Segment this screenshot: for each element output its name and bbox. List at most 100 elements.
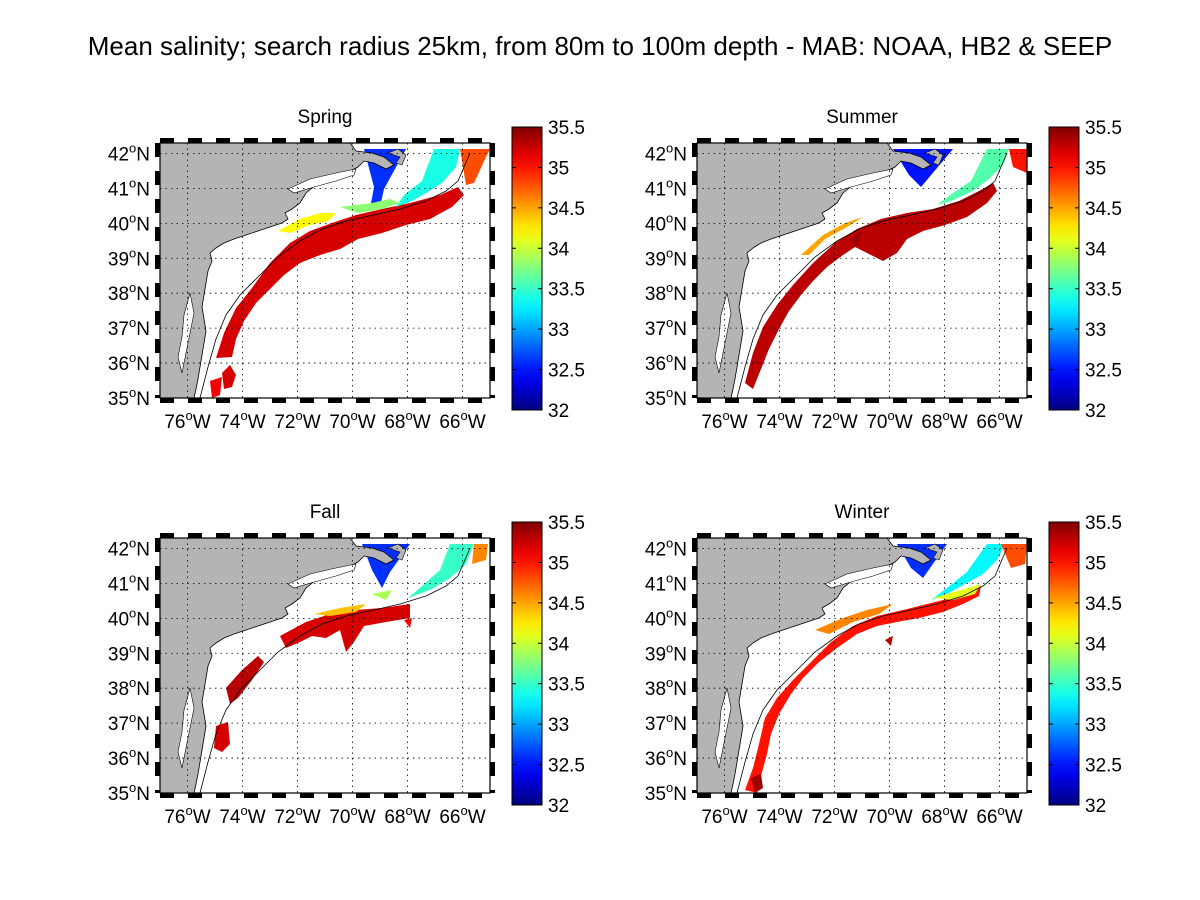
colorbar-summer: 35.5 35 34.5 34 33.5 33 32.5 32 — [1048, 118, 1122, 422]
figure-title: Mean salinity; search radius 25km, from … — [88, 31, 1113, 61]
lon-tick-label: 68oW — [384, 803, 430, 828]
salinity-patch — [340, 199, 400, 213]
shelf-contour — [199, 152, 471, 398]
salinity-patch — [745, 586, 981, 793]
colorbar-tick-label: 32 — [1085, 796, 1106, 817]
salinity-patch — [222, 365, 236, 389]
lat-tick-label: 40oN — [108, 210, 150, 235]
salinity-patch — [745, 183, 997, 389]
salinity-patch — [885, 636, 893, 646]
lon-tick-label: 66oW — [976, 803, 1022, 828]
cape-cod — [387, 543, 407, 561]
lat-tick-label: 40oN — [645, 605, 687, 630]
lon-tick-label: 76oW — [164, 803, 210, 828]
lat-tick-label: 41oN — [645, 175, 687, 200]
lat-tick-label: 36oN — [108, 350, 150, 375]
lat-tick-label: 38oN — [108, 280, 150, 305]
salinity-patch — [210, 377, 222, 398]
lat-tick-label: 35oN — [645, 385, 687, 410]
lon-tick-label: 76oW — [701, 803, 747, 828]
colorbar-gradient — [1048, 126, 1080, 411]
salinity-patch — [216, 187, 464, 358]
salinity-patch — [751, 774, 763, 793]
lon-tick-label: 70oW — [329, 408, 375, 433]
colorbar-tick-label: 35 — [548, 553, 569, 574]
lat-tick-label: 39oN — [645, 640, 687, 665]
map-panel-summer: Summer 35oN 36oN 37oN 38oN 39oN 40oN 41oN 42oN 76… — [645, 107, 1122, 433]
lat-tick-label: 37oN — [645, 315, 687, 340]
lat-tick-label: 39oN — [108, 640, 150, 665]
salinity-patch — [801, 217, 863, 255]
colorbar-tick-label: 34.5 — [1085, 594, 1122, 615]
lat-tick-label: 36oN — [645, 745, 687, 770]
colorbar-tick-label: 32.5 — [1085, 756, 1122, 777]
colorbar-tick-label: 33 — [1085, 320, 1106, 341]
colorbar-tick-label: 35.5 — [1085, 118, 1122, 139]
colorbar-tick-label: 32 — [548, 401, 569, 422]
colorbar-tick-label: 32 — [548, 796, 569, 817]
colorbar-tick-label: 33 — [548, 320, 569, 341]
colorbar-tick-label: 34.5 — [1085, 199, 1122, 220]
salinity-patch — [226, 656, 264, 704]
map-frame — [696, 142, 1028, 399]
panel-title-fall: Fall — [310, 502, 341, 523]
colorbar-tick-label: 34 — [548, 239, 570, 260]
lat-tick-label: 40oN — [645, 210, 687, 235]
colorbar-fall: 35.5 35 34.5 34 33.5 33 32.5 32 — [511, 513, 585, 817]
lat-tick-label: 39oN — [645, 245, 687, 270]
chesapeake-bay — [177, 687, 195, 769]
colorbar-tick-label: 34 — [1085, 239, 1107, 260]
long-island-sound — [287, 563, 357, 589]
map-panel-winter: Winter 35oN 36oN 37oN 38oN 39oN 40oN 41oN 42oN 76… — [645, 502, 1122, 828]
land-mass — [160, 143, 395, 398]
lat-tick-label: 39oN — [108, 245, 150, 270]
shelf-contour — [736, 547, 1008, 793]
lon-tick-label: 74oW — [219, 408, 265, 433]
lat-tick-label: 36oN — [108, 745, 150, 770]
lat-tick-label: 37oN — [108, 315, 150, 340]
lon-tick-label: 74oW — [756, 408, 802, 433]
shelf-contour — [199, 547, 471, 793]
cape-cod — [924, 543, 944, 561]
colorbar-tick-label: 32.5 — [548, 361, 585, 382]
lat-tick-label: 35oN — [645, 780, 687, 805]
colorbar-gradient — [511, 521, 543, 806]
colorbar-spring: 35.5 35 34.5 34 33.5 33 32.5 32 — [511, 118, 585, 422]
colorbar-tick-label: 34 — [548, 634, 570, 655]
lat-tick-label: 38oN — [645, 280, 687, 305]
shelf-contour — [736, 152, 1008, 398]
colorbar-tick-label: 32.5 — [548, 756, 585, 777]
colorbar-tick-label: 35 — [548, 158, 569, 179]
map-frame — [159, 142, 491, 399]
colorbar-tick-label: 33 — [1085, 715, 1106, 736]
salinity-patch — [1001, 544, 1027, 568]
long-island-sound — [824, 168, 894, 194]
lon-tick-label: 66oW — [439, 408, 485, 433]
lon-tick-label: 72oW — [274, 408, 320, 433]
colorbar-tick-label: 34.5 — [548, 199, 585, 220]
salinity-patch — [404, 618, 412, 628]
land-mass — [697, 538, 932, 793]
lat-tick-label: 41oN — [645, 570, 687, 595]
colorbar-tick-label: 35.5 — [1085, 513, 1122, 534]
colorbar-tick-label: 35.5 — [548, 513, 585, 534]
lat-tick-label: 42oN — [645, 535, 687, 560]
colorbar-tick-label: 33.5 — [1085, 675, 1122, 696]
lat-tick-label: 38oN — [108, 675, 150, 700]
colorbar-tick-label: 33 — [548, 715, 569, 736]
lon-tick-label: 68oW — [921, 408, 967, 433]
lon-tick-label: 76oW — [701, 408, 747, 433]
salinity-patch — [372, 590, 392, 600]
colorbar-tick-label: 32.5 — [1085, 361, 1122, 382]
long-island-sound — [287, 168, 357, 194]
colorbar-tick-label: 33.5 — [548, 675, 585, 696]
map-panel-spring: Spring 35oN 36oN 37oN 38oN 39oN 40oN 41oN 42oN 76… — [108, 107, 585, 433]
chesapeake-bay — [714, 687, 732, 769]
colorbar-tick-label: 34.5 — [548, 594, 585, 615]
lat-tick-label: 35oN — [108, 780, 150, 805]
salinity-patch — [364, 149, 406, 209]
salinity-patch — [280, 604, 410, 652]
lon-tick-label: 70oW — [866, 803, 912, 828]
lat-tick-label: 42oN — [108, 535, 150, 560]
